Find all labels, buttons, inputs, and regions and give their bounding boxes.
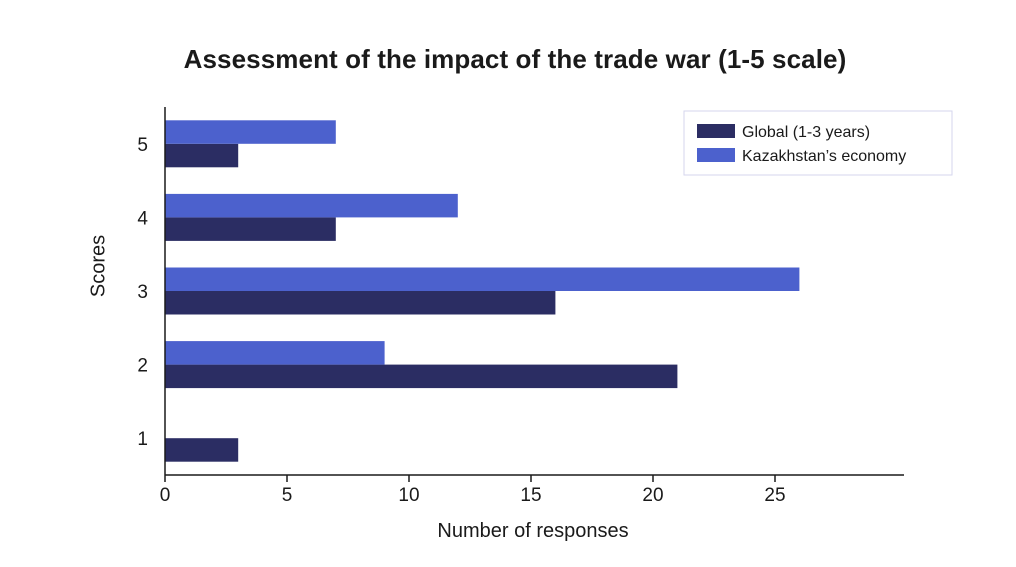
x-tick-label: 20 <box>642 485 663 506</box>
bar-global-score-5 <box>165 143 239 168</box>
legend-swatch-kazakhstan <box>697 148 735 162</box>
x-tick-label: 25 <box>764 485 785 506</box>
y-axis-label: Scores <box>87 235 109 297</box>
bar-kazakhstan-score-3 <box>165 267 800 291</box>
y-tick-label: 2 <box>137 356 148 377</box>
x-tick-label: 15 <box>520 485 541 506</box>
x-tick-label: 0 <box>160 485 171 506</box>
legend-swatch-global <box>697 124 735 138</box>
y-tick-label: 5 <box>137 135 148 156</box>
bar-kazakhstan-score-4 <box>165 193 458 218</box>
legend-label-global: Global (1-3 years) <box>742 124 870 141</box>
bars-layer <box>165 120 800 462</box>
bar-kazakhstan-score-2 <box>165 341 385 365</box>
y-tick-label: 1 <box>137 429 148 450</box>
legend-box <box>683 110 953 176</box>
x-tick-label: 10 <box>398 485 419 506</box>
x-tick-label: 5 <box>282 485 293 506</box>
x-axis-ticks: 0 5 10 15 20 25 <box>160 475 786 506</box>
y-tick-label: 4 <box>137 208 148 229</box>
legend-label-kazakhstan: Kazakhstan’s economy <box>742 148 906 165</box>
bar-global-score-4 <box>165 217 336 241</box>
y-axis-ticks: 1 2 3 4 5 <box>137 135 148 450</box>
bar-global-score-2 <box>165 364 678 389</box>
bar-kazakhstan-score-5 <box>165 120 336 144</box>
y-tick-label: 3 <box>137 282 148 303</box>
bar-global-score-3 <box>165 291 556 315</box>
bar-global-score-1 <box>165 438 239 462</box>
x-axis-label: Number of responses <box>437 520 628 542</box>
chart-title: Assessment of the impact of the trade wa… <box>183 44 847 74</box>
legend: Global (1-3 years) Kazakhstan’s economy <box>683 110 953 176</box>
